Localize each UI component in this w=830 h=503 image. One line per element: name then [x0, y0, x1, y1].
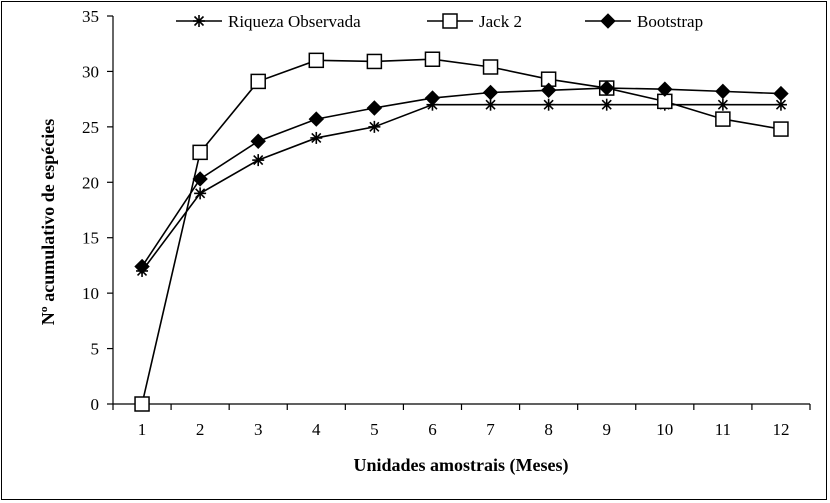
- asterisk-stroke: [717, 99, 728, 110]
- x-tick-label: 3: [254, 420, 263, 439]
- data-point: [366, 100, 383, 116]
- legend-marker: [442, 13, 458, 29]
- legend-item: Riqueza Observada: [176, 12, 361, 31]
- data-point: [773, 121, 789, 137]
- x-tick-label: 2: [196, 420, 205, 439]
- legend-label: Jack 2: [479, 12, 522, 31]
- data-point: [308, 52, 325, 69]
- legend: Riqueza Observada Jack 2 Bootstrap: [176, 12, 703, 31]
- data-point: [134, 258, 150, 275]
- data-point: [308, 111, 324, 127]
- x-tick-label: 6: [428, 420, 437, 439]
- legend-item: Bootstrap: [585, 12, 703, 31]
- y-axis-title: Nº acumulativo de espécies: [38, 119, 58, 325]
- data-point: [366, 53, 383, 70]
- y-tick-label: 35: [82, 7, 99, 26]
- y-tick-label: 25: [82, 118, 99, 137]
- data-point: [540, 82, 557, 98]
- data-point: [192, 171, 208, 187]
- asterisk-stroke: [485, 99, 496, 110]
- data-point: [482, 84, 499, 101]
- data-point: [773, 85, 789, 102]
- data-point: [310, 131, 323, 144]
- data-point: [194, 187, 207, 200]
- asterisk-stroke: [311, 132, 322, 144]
- data-point: [715, 111, 731, 127]
- y-tick-label: 10: [82, 284, 99, 303]
- data-point: [716, 98, 729, 111]
- asterisk-stroke: [195, 188, 206, 199]
- data-point: [252, 154, 265, 167]
- legend-label: Riqueza Observada: [228, 12, 361, 31]
- x-tick-label: 1: [138, 420, 147, 439]
- data-point: [134, 396, 150, 412]
- y-tick-label: 20: [82, 173, 99, 192]
- x-tick-label: 10: [656, 420, 673, 439]
- legend-item: Jack 2: [427, 12, 522, 31]
- series-asterisk: [136, 98, 787, 277]
- series-line: [141, 103, 781, 272]
- data-point: [600, 98, 613, 111]
- data-point: [484, 98, 497, 111]
- data-point: [368, 120, 381, 133]
- y-tick-label: 0: [91, 395, 100, 414]
- series-filled-diamond: [134, 80, 789, 275]
- asterisk-stroke: [369, 121, 380, 132]
- x-tick-label: 7: [486, 420, 495, 439]
- asterisk-stroke: [601, 99, 612, 110]
- legend-label: Bootstrap: [637, 12, 703, 31]
- data-point: [657, 81, 673, 97]
- legend-marker: [193, 15, 205, 27]
- y-tick-label: 30: [82, 62, 99, 81]
- data-point: [482, 59, 499, 75]
- data-point: [250, 73, 266, 90]
- data-point: [424, 51, 441, 67]
- x-tick-label: 9: [602, 420, 611, 439]
- x-tick-label: 5: [370, 420, 379, 439]
- data-point: [192, 144, 208, 161]
- asterisk-stroke: [193, 15, 205, 27]
- series-line: [141, 87, 781, 267]
- asterisk-stroke: [253, 155, 264, 166]
- y-tick-label: 5: [91, 340, 100, 359]
- asterisk-stroke: [543, 99, 554, 110]
- data-point: [542, 98, 555, 111]
- legend-marker: [600, 13, 616, 29]
- series-line: [141, 58, 782, 405]
- x-tick-label: 8: [544, 420, 553, 439]
- x-tick-label: 4: [312, 420, 321, 439]
- data-point: [424, 90, 441, 106]
- data-point: [599, 80, 615, 96]
- y-tick-label: 15: [82, 229, 99, 248]
- series-layer: [134, 51, 789, 412]
- asterisk-stroke: [775, 99, 787, 110]
- data-point: [250, 133, 266, 149]
- x-tick-label: 11: [715, 420, 731, 439]
- data-point: [715, 83, 731, 100]
- x-axis-title: Unidades amostrais (Meses): [354, 455, 569, 476]
- series-open-square: [134, 51, 789, 412]
- x-tick-label: 12: [772, 420, 789, 439]
